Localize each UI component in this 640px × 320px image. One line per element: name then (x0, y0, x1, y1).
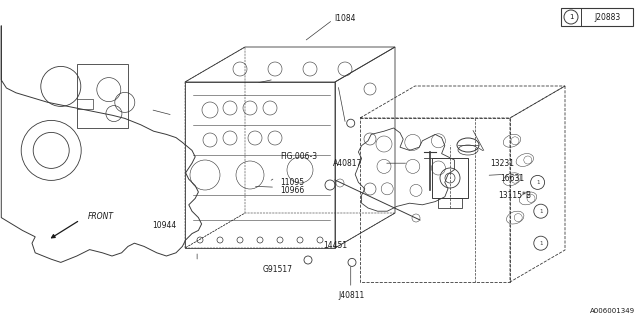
Text: J40811: J40811 (339, 291, 365, 300)
Text: 13115*B: 13115*B (498, 190, 531, 199)
Text: 13231: 13231 (490, 158, 514, 167)
Bar (561, 8, 633, 26)
Text: G91517: G91517 (263, 266, 293, 275)
Text: A006001349: A006001349 (590, 308, 635, 314)
Text: 1: 1 (536, 180, 540, 185)
Text: 16631: 16631 (500, 173, 524, 182)
Text: FRONT: FRONT (88, 212, 114, 220)
Text: J20883: J20883 (595, 12, 621, 21)
Text: I1084: I1084 (334, 13, 355, 22)
Text: 1: 1 (539, 209, 543, 214)
Text: 1: 1 (569, 14, 573, 20)
Text: 10966: 10966 (280, 186, 304, 195)
Text: 11095: 11095 (280, 178, 304, 187)
Text: 1: 1 (539, 241, 543, 246)
Text: 10944: 10944 (152, 220, 176, 229)
Text: 14451: 14451 (323, 241, 347, 250)
Text: FIG.006-3: FIG.006-3 (280, 151, 317, 161)
Text: A40817: A40817 (333, 158, 362, 167)
